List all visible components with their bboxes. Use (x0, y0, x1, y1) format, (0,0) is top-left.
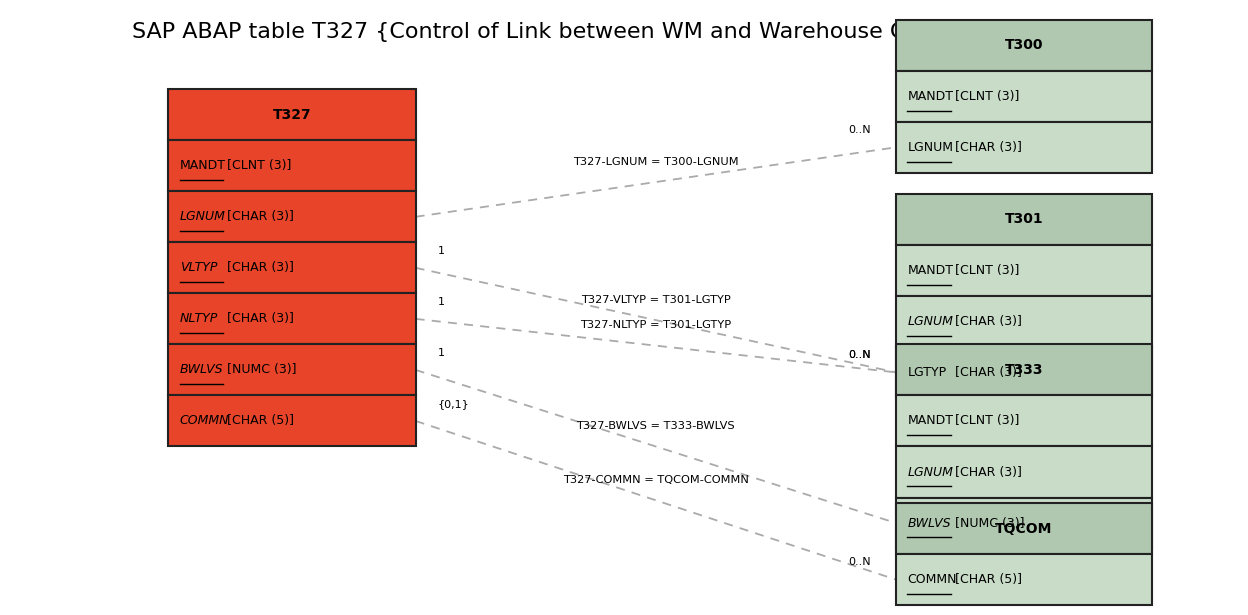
Text: T300: T300 (1005, 38, 1043, 52)
FancyBboxPatch shape (896, 554, 1152, 605)
FancyBboxPatch shape (896, 245, 1152, 296)
Text: BWLVS: BWLVS (180, 363, 223, 376)
FancyBboxPatch shape (896, 347, 1152, 398)
Text: [CHAR (3)]: [CHAR (3)] (951, 141, 1022, 154)
Text: [CLNT (3)]: [CLNT (3)] (951, 415, 1020, 427)
Text: T327-VLTYP = T301-LGTYP: T327-VLTYP = T301-LGTYP (582, 295, 730, 304)
FancyBboxPatch shape (896, 71, 1152, 122)
Text: T327-COMMN = TQCOM-COMMN: T327-COMMN = TQCOM-COMMN (563, 475, 749, 485)
FancyBboxPatch shape (896, 194, 1152, 245)
Text: LGTYP: LGTYP (907, 366, 946, 379)
Text: [CHAR (3)]: [CHAR (3)] (223, 312, 295, 325)
Text: [CHAR (3)]: [CHAR (3)] (951, 315, 1022, 328)
Text: COMMN: COMMN (180, 415, 230, 427)
Text: 0..N: 0..N (849, 125, 871, 135)
Text: 1: 1 (438, 296, 446, 306)
Text: 1: 1 (438, 347, 446, 358)
FancyBboxPatch shape (168, 140, 416, 191)
Text: [CHAR (5)]: [CHAR (5)] (223, 415, 295, 427)
FancyBboxPatch shape (896, 446, 1152, 498)
Text: TQCOM: TQCOM (996, 522, 1052, 536)
FancyBboxPatch shape (896, 344, 1152, 395)
Text: LGNUM: LGNUM (907, 141, 953, 154)
Text: [CHAR (3)]: [CHAR (3)] (951, 466, 1022, 478)
Text: 0..N: 0..N (849, 350, 871, 360)
Text: T301: T301 (1005, 212, 1043, 226)
Text: MANDT: MANDT (907, 415, 953, 427)
Text: [CHAR (3)]: [CHAR (3)] (223, 261, 295, 274)
FancyBboxPatch shape (896, 395, 1152, 446)
FancyBboxPatch shape (168, 89, 416, 140)
FancyBboxPatch shape (168, 191, 416, 242)
Text: [CLNT (3)]: [CLNT (3)] (223, 159, 292, 172)
Text: {0,1}: {0,1} (438, 399, 469, 408)
Text: 1: 1 (438, 245, 446, 256)
FancyBboxPatch shape (896, 503, 1152, 554)
Text: T333: T333 (1005, 363, 1043, 377)
Text: [NUMC (3)]: [NUMC (3)] (951, 517, 1025, 530)
Text: 0..N: 0..N (849, 557, 871, 567)
FancyBboxPatch shape (168, 293, 416, 344)
Text: VLTYP: VLTYP (180, 261, 217, 274)
Text: LGNUM: LGNUM (907, 315, 953, 328)
Text: 0..N: 0..N (849, 350, 871, 360)
Text: LGNUM: LGNUM (907, 466, 953, 478)
Text: MANDT: MANDT (907, 264, 953, 277)
FancyBboxPatch shape (168, 395, 416, 446)
FancyBboxPatch shape (896, 20, 1152, 71)
Text: MANDT: MANDT (180, 159, 226, 172)
FancyBboxPatch shape (168, 242, 416, 293)
Text: [CHAR (3)]: [CHAR (3)] (223, 210, 295, 223)
Text: [CHAR (5)]: [CHAR (5)] (951, 573, 1022, 586)
Text: T327-LGNUM = T300-LGNUM: T327-LGNUM = T300-LGNUM (573, 157, 739, 167)
Text: COMMN: COMMN (907, 573, 957, 586)
FancyBboxPatch shape (896, 296, 1152, 347)
Text: LGNUM: LGNUM (180, 210, 226, 223)
Text: [CHAR (3)]: [CHAR (3)] (951, 366, 1022, 379)
Text: MANDT: MANDT (907, 90, 953, 103)
Text: SAP ABAP table T327 {Control of Link between WM and Warehouse Control Unit (WCU): SAP ABAP table T327 {Control of Link bet… (132, 22, 1116, 42)
Text: [NUMC (3)]: [NUMC (3)] (223, 363, 297, 376)
Text: [CLNT (3)]: [CLNT (3)] (951, 90, 1020, 103)
Text: T327-BWLVS = T333-BWLVS: T327-BWLVS = T333-BWLVS (577, 421, 735, 431)
FancyBboxPatch shape (896, 122, 1152, 173)
Text: BWLVS: BWLVS (907, 517, 951, 530)
Text: [CLNT (3)]: [CLNT (3)] (951, 264, 1020, 277)
Text: T327: T327 (273, 108, 311, 122)
FancyBboxPatch shape (168, 344, 416, 395)
Text: NLTYP: NLTYP (180, 312, 218, 325)
FancyBboxPatch shape (896, 498, 1152, 549)
Text: T327-NLTYP = T301-LGTYP: T327-NLTYP = T301-LGTYP (580, 320, 731, 330)
